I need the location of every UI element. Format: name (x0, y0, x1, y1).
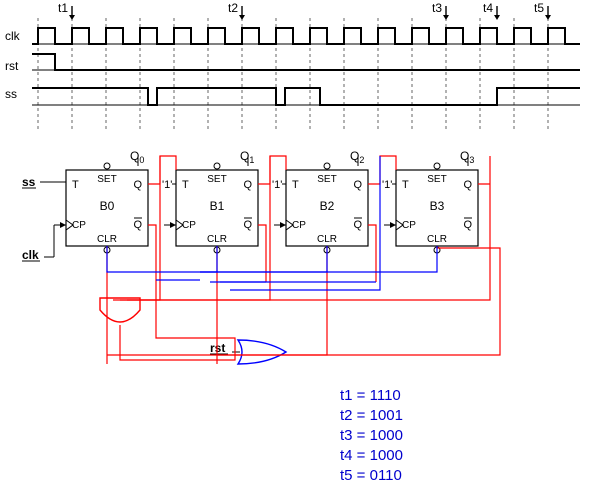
pin-Qbar: Q (353, 219, 362, 231)
const-1: '1' (382, 179, 392, 191)
pin-CP: CP (292, 220, 306, 231)
pin-CLR: CLR (207, 234, 227, 245)
pin-SET: SET (207, 174, 226, 185)
clk-signal-label: clk (22, 248, 39, 262)
pin-Qbar: Q (243, 219, 252, 231)
marker-arrowhead-t5 (545, 15, 551, 20)
set-bubble (434, 163, 440, 169)
pin-SET: SET (317, 174, 336, 185)
set-bubble (104, 163, 110, 169)
pin-CLR: CLR (427, 234, 447, 245)
wire-red (368, 225, 376, 282)
marker-t4: t4 (483, 1, 493, 15)
rst-label: rst (5, 59, 19, 73)
marker-t2: t2 (228, 1, 238, 15)
answer-line: t5 = 0110 (340, 467, 402, 484)
q-output-label: Q2 (350, 149, 364, 165)
set-bubble (214, 163, 220, 169)
wire-red (258, 225, 266, 282)
pin-CP: CP (402, 220, 416, 231)
answer-line: t2 = 1001 (340, 407, 403, 424)
marker-arrowhead-t2 (239, 15, 245, 20)
wire-blue (107, 246, 200, 272)
q-output-label: Q1 (240, 149, 254, 165)
answer-line: t1 = 1110 (340, 387, 401, 404)
pin-SET: SET (97, 174, 116, 185)
cp-arrow (280, 222, 286, 228)
pin-Q: Q (133, 179, 142, 191)
clk-waveform (32, 28, 580, 44)
marker-t5: t5 (534, 1, 544, 15)
pin-Q: Q (463, 179, 472, 191)
wire-blue (200, 246, 437, 272)
const-1: '1' (272, 179, 282, 191)
ff-id: B0 (100, 199, 115, 213)
ff-id: B2 (320, 199, 335, 213)
pin-CLR: CLR (317, 234, 337, 245)
marker-t1: t1 (58, 1, 68, 15)
rst-signal-label: rst (210, 341, 225, 355)
pin-T: T (72, 179, 79, 191)
and-gate (100, 298, 140, 322)
pin-Qbar: Q (463, 219, 472, 231)
pin-Qbar: Q (133, 219, 142, 231)
ff-id: B1 (210, 199, 225, 213)
clk-label: clk (5, 29, 21, 43)
marker-arrowhead-t4 (494, 15, 500, 20)
ss-signal-label: ss (22, 175, 36, 189)
set-bubble (324, 163, 330, 169)
q-output-label: Q0 (130, 149, 144, 165)
answer-line: t4 = 1000 (340, 447, 403, 464)
pin-CLR: CLR (97, 234, 117, 245)
cp-arrow (170, 222, 176, 228)
ss-label: ss (5, 87, 17, 101)
answer-line: t3 = 1000 (340, 427, 403, 444)
marker-arrowhead-t3 (443, 15, 449, 20)
marker-arrowhead-t1 (69, 15, 75, 20)
pin-T: T (402, 179, 409, 191)
pin-Q: Q (243, 179, 252, 191)
const-1: '1' (162, 179, 172, 191)
pin-Q: Q (353, 179, 362, 191)
or-gate (238, 340, 286, 364)
cp-arrow (60, 222, 66, 228)
pin-CP: CP (72, 220, 86, 231)
rst-waveform (32, 54, 580, 70)
pin-CP: CP (182, 220, 196, 231)
pin-T: T (292, 179, 299, 191)
q-output-label: Q3 (460, 149, 474, 165)
cp-arrow (390, 222, 396, 228)
ff-id: B3 (430, 199, 445, 213)
pin-T: T (182, 179, 189, 191)
pin-SET: SET (427, 174, 446, 185)
ss-waveform (32, 88, 580, 105)
marker-t3: t3 (432, 1, 442, 15)
